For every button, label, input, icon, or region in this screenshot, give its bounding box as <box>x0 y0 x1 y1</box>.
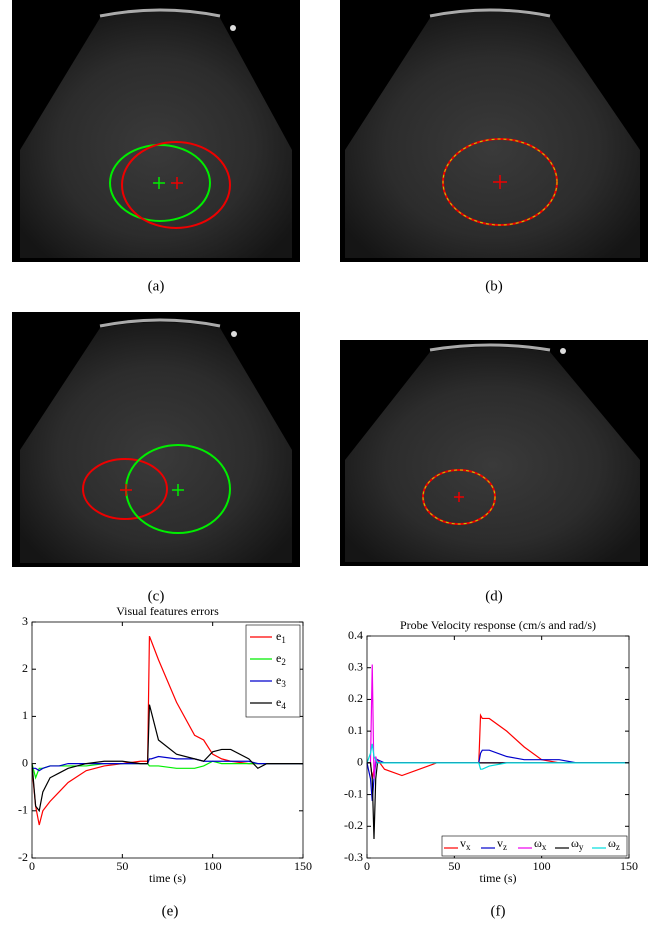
y-tick-label: 3 <box>22 614 28 628</box>
legend-label: vx <box>460 836 471 852</box>
ultrasound-image <box>340 340 648 566</box>
x-tick-label: 0 <box>364 859 370 873</box>
ultrasound-image <box>340 0 648 262</box>
legend-label: e4 <box>276 695 286 711</box>
legend-box <box>441 835 628 857</box>
x-tick-label: 50 <box>448 859 460 873</box>
legend-box <box>245 624 301 718</box>
series-line <box>366 743 629 770</box>
series-line <box>367 664 629 779</box>
series-line <box>367 713 629 779</box>
chart-title: Visual features errors <box>116 604 219 618</box>
legend-label: e3 <box>276 673 286 689</box>
x-axis-label: time (s) <box>149 871 186 885</box>
axes-box <box>31 621 304 859</box>
x-axis-label: time (s) <box>480 871 517 885</box>
caption: (a) <box>148 278 165 294</box>
axes-box <box>366 635 630 859</box>
legend-label: ωy <box>571 836 584 852</box>
legend-label: e1 <box>276 629 286 645</box>
y-tick-label: 0.4 <box>348 628 363 642</box>
y-tick-label: -0.1 <box>344 786 363 800</box>
y-tick-label: 0.1 <box>348 723 363 737</box>
chart-title: Probe Velocity response (cm/s and rad/s) <box>400 618 596 632</box>
ultrasound-image <box>12 312 300 567</box>
y-tick-label: 1 <box>22 708 28 722</box>
x-tick-label: 0 <box>29 859 35 873</box>
x-tick-label: 150 <box>620 859 638 873</box>
y-tick-label: 0.2 <box>348 691 363 705</box>
legend-label: ωz <box>608 836 620 852</box>
y-tick-label: 0 <box>22 755 28 769</box>
x-tick-label: 150 <box>294 859 312 873</box>
series-line <box>32 755 303 772</box>
legend-label: ωx <box>534 836 547 852</box>
y-tick-label: -0.2 <box>344 818 363 832</box>
y-tick-label: 0.3 <box>348 659 363 673</box>
x-tick-label: 100 <box>204 859 222 873</box>
y-tick-label: -1 <box>18 803 28 817</box>
caption: (b) <box>485 278 503 294</box>
y-tick-label: -2 <box>18 850 28 864</box>
caption: (d) <box>485 588 503 604</box>
y-tick-label: 0 <box>357 755 363 769</box>
caption: (f) <box>491 903 506 919</box>
ultrasound-image <box>12 0 300 262</box>
caption: (e) <box>162 903 179 919</box>
series-line <box>366 749 629 801</box>
legend-label: e2 <box>276 651 286 667</box>
x-tick-label: 50 <box>116 859 128 873</box>
y-tick-label: 2 <box>22 661 28 675</box>
x-tick-label: 100 <box>533 859 551 873</box>
caption: (c) <box>148 588 165 604</box>
legend-label: vz <box>497 836 507 852</box>
series-line <box>31 704 303 813</box>
y-tick-label: -0.3 <box>344 850 363 864</box>
